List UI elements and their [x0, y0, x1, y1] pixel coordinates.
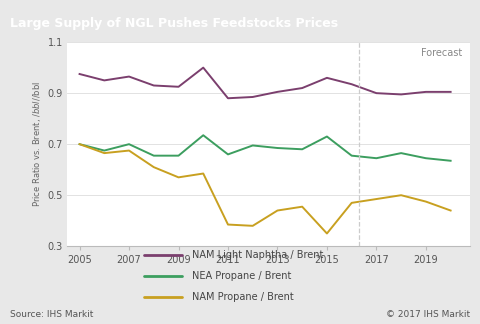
Text: Forecast: Forecast: [421, 48, 462, 58]
Text: © 2017 IHS Markit: © 2017 IHS Markit: [386, 310, 470, 319]
Text: NAM Propane / Brent: NAM Propane / Brent: [192, 292, 294, 302]
Text: Source: IHS Markit: Source: IHS Markit: [10, 310, 93, 319]
Text: Large Supply of NGL Pushes Feedstocks Prices: Large Supply of NGL Pushes Feedstocks Pr…: [10, 17, 338, 30]
Y-axis label: Price Ratio vs. Brent, $/bbl / $/bbl: Price Ratio vs. Brent, $/bbl / $/bbl: [32, 81, 44, 207]
Text: NEA Propane / Brent: NEA Propane / Brent: [192, 271, 291, 281]
Text: NAM Light Naphtha / Brent: NAM Light Naphtha / Brent: [192, 250, 324, 260]
